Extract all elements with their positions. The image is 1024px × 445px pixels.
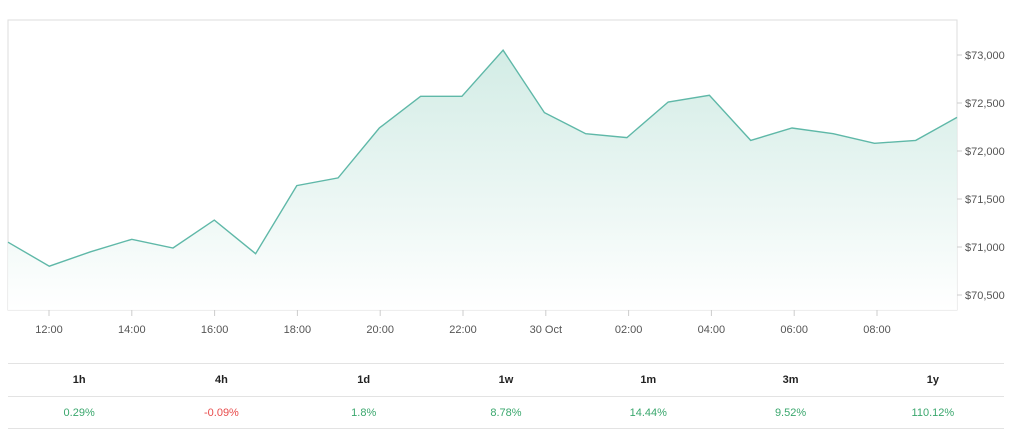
period-header-4h: 4h: [150, 363, 293, 397]
price-point[interactable]: [789, 125, 795, 131]
period-header-1w: 1w: [434, 363, 578, 397]
y-tick-label: $73,000: [965, 50, 1005, 62]
x-tick-label: 16:00: [201, 324, 229, 336]
price-point[interactable]: [954, 114, 960, 120]
x-tick-label: 22:00: [449, 324, 477, 336]
x-tick-label: 18:00: [284, 324, 312, 336]
change-value-1d: 1.8%: [292, 396, 435, 429]
price-area: [8, 50, 957, 310]
price-point[interactable]: [665, 99, 671, 105]
price-chart[interactable]: $70,500 $71,000 $71,500 $72,000 $72,500 $73,0…: [0, 0, 1024, 345]
price-point[interactable]: [913, 137, 919, 143]
price-point[interactable]: [253, 251, 259, 257]
change-value-1w: 8.78%: [434, 396, 578, 429]
change-value-3m: 9.52%: [719, 396, 862, 429]
price-point[interactable]: [46, 263, 52, 269]
price-point[interactable]: [872, 140, 878, 146]
performance-table: 1h 4h 1d 1w 1m 3m 1y 0.29% -0.09% 1.8% 8…: [8, 363, 1004, 429]
period-header-3m: 3m: [719, 363, 862, 397]
price-line: [7, 49, 958, 267]
price-point[interactable]: [541, 110, 547, 116]
price-point[interactable]: [88, 249, 94, 255]
price-point[interactable]: [335, 175, 341, 181]
price-point[interactable]: [459, 93, 465, 99]
price-point[interactable]: [170, 245, 176, 251]
x-tick-label: 30 Oct: [530, 324, 562, 336]
price-point[interactable]: [706, 92, 712, 98]
x-tick-label: 08:00: [863, 324, 891, 336]
price-point[interactable]: [376, 125, 382, 131]
price-point[interactable]: [624, 135, 630, 141]
y-tick-label: $72,500: [965, 98, 1005, 110]
y-tick-label: $71,000: [965, 242, 1005, 254]
price-point[interactable]: [748, 137, 754, 143]
price-point[interactable]: [418, 93, 424, 99]
period-header-1h: 1h: [8, 363, 151, 397]
price-point[interactable]: [294, 183, 300, 189]
y-tick-label: $71,500: [965, 194, 1005, 206]
change-value-1m: 14.44%: [577, 396, 720, 429]
period-header-1m: 1m: [577, 363, 720, 397]
x-tick-label: 02:00: [615, 324, 643, 336]
x-tick-label: 06:00: [780, 324, 808, 336]
x-tick-label: 04:00: [698, 324, 726, 336]
price-point[interactable]: [583, 131, 589, 137]
performance-header-row: 1h 4h 1d 1w 1m 3m 1y: [8, 363, 1004, 397]
price-point[interactable]: [500, 47, 506, 53]
period-header-1y: 1y: [861, 363, 1004, 397]
change-value-1y: 110.12%: [861, 396, 1004, 429]
period-header-1d: 1d: [292, 363, 435, 397]
price-point[interactable]: [5, 239, 11, 245]
x-tick-label: 20:00: [366, 324, 394, 336]
price-point[interactable]: [129, 236, 135, 242]
y-tick-label: $70,500: [965, 290, 1005, 302]
price-point[interactable]: [211, 217, 217, 223]
price-point[interactable]: [830, 131, 836, 137]
x-tick-label: 14:00: [118, 324, 146, 336]
performance-value-row: 0.29% -0.09% 1.8% 8.78% 14.44% 9.52% 110…: [8, 396, 1004, 429]
y-tick-label: $72,000: [965, 146, 1005, 158]
change-value-4h: -0.09%: [150, 396, 293, 429]
x-tick-label: 12:00: [35, 324, 63, 336]
change-value-1h: 0.29%: [8, 396, 151, 429]
